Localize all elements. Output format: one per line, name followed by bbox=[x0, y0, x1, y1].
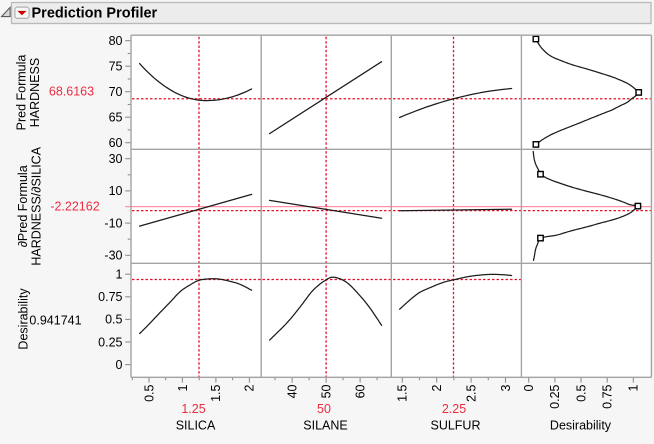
svg-text:68.6163: 68.6163 bbox=[49, 84, 94, 98]
svg-text:10: 10 bbox=[109, 184, 123, 198]
svg-text:70: 70 bbox=[109, 85, 123, 99]
svg-text:60: 60 bbox=[109, 136, 123, 150]
svg-text:50: 50 bbox=[317, 402, 331, 416]
svg-text:0: 0 bbox=[116, 358, 123, 372]
svg-text:SILICA: SILICA bbox=[176, 418, 216, 432]
svg-text:-10: -10 bbox=[104, 216, 122, 230]
svg-text:∂Pred Formula: ∂Pred Formula bbox=[16, 165, 30, 247]
svg-text:Pred Formula: Pred Formula bbox=[14, 55, 28, 131]
svg-text:1.25: 1.25 bbox=[181, 402, 205, 416]
svg-text:0.25: 0.25 bbox=[548, 384, 562, 408]
svg-text:2.5: 2.5 bbox=[464, 384, 478, 401]
svg-text:0: 0 bbox=[522, 384, 536, 391]
svg-text:50: 50 bbox=[319, 384, 333, 398]
svg-text:Desirability: Desirability bbox=[17, 288, 31, 350]
svg-text:0.75: 0.75 bbox=[98, 290, 122, 304]
svg-text:1.5: 1.5 bbox=[209, 384, 223, 401]
svg-text:1: 1 bbox=[176, 384, 190, 391]
svg-text:0.5: 0.5 bbox=[574, 384, 588, 401]
svg-text:SULFUR: SULFUR bbox=[430, 418, 480, 432]
svg-text:HARDNESS/∂SILICA: HARDNESS/∂SILICA bbox=[30, 146, 44, 265]
svg-text:0.25: 0.25 bbox=[98, 335, 122, 349]
svg-text:0.5: 0.5 bbox=[142, 384, 156, 401]
svg-text:75: 75 bbox=[109, 60, 123, 74]
svg-text:1: 1 bbox=[116, 268, 123, 282]
svg-text:60: 60 bbox=[353, 384, 367, 398]
svg-text:2.25: 2.25 bbox=[442, 402, 466, 416]
svg-text:1: 1 bbox=[627, 384, 641, 391]
svg-text:2: 2 bbox=[243, 384, 257, 391]
svg-text:30: 30 bbox=[109, 152, 123, 166]
svg-text:Desirability: Desirability bbox=[550, 418, 612, 432]
svg-text:0.75: 0.75 bbox=[601, 384, 615, 408]
svg-text:0.5: 0.5 bbox=[105, 313, 122, 327]
svg-text:40: 40 bbox=[285, 384, 299, 398]
svg-text:HARDNESS: HARDNESS bbox=[28, 58, 42, 127]
svg-text:80: 80 bbox=[109, 34, 123, 48]
svg-text:0.941741: 0.941741 bbox=[29, 313, 81, 327]
svg-text:3: 3 bbox=[499, 384, 513, 391]
svg-text:65: 65 bbox=[109, 111, 123, 125]
svg-text:-2.22162: -2.22162 bbox=[50, 199, 99, 213]
svg-text:2: 2 bbox=[430, 384, 444, 391]
svg-text:-30: -30 bbox=[104, 249, 122, 263]
svg-text:Prediction Profiler: Prediction Profiler bbox=[32, 5, 158, 21]
svg-text:SILANE: SILANE bbox=[303, 418, 347, 432]
svg-text:1.5: 1.5 bbox=[396, 384, 410, 401]
